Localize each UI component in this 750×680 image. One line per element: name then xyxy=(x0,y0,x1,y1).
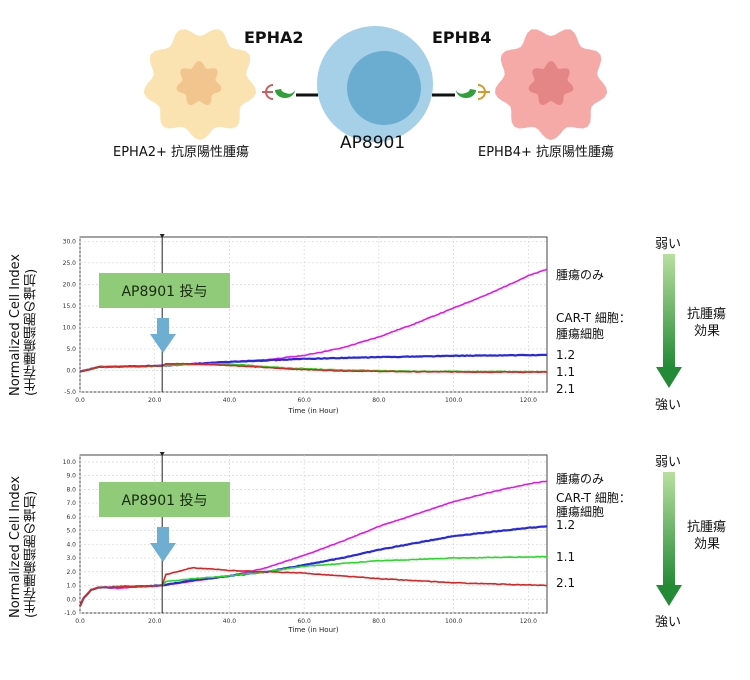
y-tick-label: 0.0 xyxy=(66,367,76,374)
y-tick-label: 15.0 xyxy=(63,303,77,310)
x-tick-label: 60.0 xyxy=(297,618,311,625)
epha2-title: EPHA2 xyxy=(244,28,304,47)
legend-cart-ratio-line2-bottom: 腫瘍細胞 xyxy=(556,505,605,519)
scale-strong-top: 強い xyxy=(655,398,682,413)
y-tick-label: 6.0 xyxy=(66,514,76,521)
dosing-arrow-icon xyxy=(150,527,176,562)
dosing-label-bottom: AP8901 投与 xyxy=(121,493,208,509)
chart-bottom: 0.0 20.0 40.0 60.0 80.0 100.0 120.0-1.00.01.02… xyxy=(63,452,548,634)
scale-strong-bottom: 強い xyxy=(655,615,682,630)
x-tick-label: 0.0 xyxy=(75,397,85,404)
right-tumor-label: EPHB4+ 抗原陽性腫瘍 xyxy=(478,145,615,160)
x-tick-label: 100.0 xyxy=(445,618,462,625)
y-axis-title-top: Normalized Cell Index (生存腫瘍細胞の増加) xyxy=(8,226,40,396)
legend-cart-ratio-line1-top: CAR-T 細胞： xyxy=(556,311,631,325)
y-tick-label: 10.0 xyxy=(63,459,77,466)
effect-scale-bottom xyxy=(656,472,682,606)
effect-arrow-head xyxy=(656,585,682,606)
right-tumor-nucleus xyxy=(528,61,574,105)
x-tick-label: 120.0 xyxy=(520,618,537,625)
scale-weak-top: 弱い xyxy=(655,237,682,252)
legend-ratio-1-1-bottom: 1.1 xyxy=(556,550,576,564)
x-tick-label: 80.0 xyxy=(372,397,386,404)
effect-arrow-shaft xyxy=(663,472,675,586)
y-axis-sublabel: (生存腫瘍細胞の増加) xyxy=(24,490,39,618)
y-axis-label: Normalized Cell Index xyxy=(8,253,23,396)
y-tick-label: 5.0 xyxy=(66,346,76,353)
y-tick-label: 25.0 xyxy=(63,260,77,267)
y-tick-label: 0.0 xyxy=(66,596,76,603)
y-tick-label: 10.0 xyxy=(63,324,77,331)
effect-arrow-head xyxy=(656,367,682,388)
y-tick-label: 7.0 xyxy=(66,500,76,507)
x-tick-label: 0.0 xyxy=(75,618,85,625)
x-tick-label: 80.0 xyxy=(372,618,386,625)
right-binder-icon xyxy=(456,89,476,98)
legend-cart-ratio-line2-top: 腫瘍細胞 xyxy=(556,327,605,341)
y-tick-label: 8.0 xyxy=(66,486,76,493)
tcell-nucleus xyxy=(347,51,421,125)
x-tick-label: 40.0 xyxy=(223,618,237,625)
chart-top: 0.0 20.0 40.0 60.0 80.0 100.0 120.0-5.00.05.01… xyxy=(63,234,548,415)
y-tick-label: 2.0 xyxy=(66,569,76,576)
scale-weak-bottom: 弱い xyxy=(655,455,682,470)
left-tumor-nucleus xyxy=(176,61,222,105)
mechanism-diagram xyxy=(143,26,608,142)
legend-tumor-only-top: 腫瘍のみ xyxy=(556,268,605,282)
effect-arrow-shaft xyxy=(663,254,675,368)
y-tick-label: 1.0 xyxy=(66,583,76,590)
effect-scale-top xyxy=(656,254,682,388)
legend-cart-ratio-line1-bottom: CAR-T 細胞： xyxy=(556,491,631,505)
left-tumor-label: EPHA2+ 抗原陽性腫瘍 xyxy=(113,145,250,160)
scale-effect-line1-bottom: 抗腫瘍 xyxy=(687,520,727,535)
y-axis-title-bottom: Normalized Cell Index (生存腫瘍細胞の増加) xyxy=(8,448,40,618)
y-tick-label: -1.0 xyxy=(64,610,76,617)
y-tick-label: 9.0 xyxy=(66,473,76,480)
x-tick-label: 40.0 xyxy=(223,397,237,404)
y-axis-label: Normalized Cell Index xyxy=(8,475,23,618)
x-tick-label: 60.0 xyxy=(297,397,311,404)
x-axis-label: Time (in Hour) xyxy=(287,407,339,415)
legend-ratio-1-2-bottom: 1.2 xyxy=(556,518,576,532)
dosing-box-top xyxy=(99,273,230,308)
y-tick-label: 3.0 xyxy=(66,555,76,562)
y-axis-sublabel: (生存腫瘍細胞の増加) xyxy=(24,268,39,396)
legend-ratio-2-1-top: 2.1 xyxy=(556,382,576,396)
y-tick-label: -5.0 xyxy=(64,389,76,396)
y-tick-label: 20.0 xyxy=(63,281,77,288)
ap8901-label: AP8901 xyxy=(340,133,406,153)
scale-effect-line2-top: 効果 xyxy=(694,324,721,339)
series-line xyxy=(79,362,548,374)
left-binder-icon xyxy=(275,89,295,98)
legend-ratio-1-1-top: 1.1 xyxy=(556,365,576,379)
dosing-arrow-icon xyxy=(150,318,176,353)
dosing-marker-head xyxy=(159,234,165,238)
dosing-label-top: AP8901 投与 xyxy=(121,284,208,300)
dosing-marker-head xyxy=(159,452,165,456)
x-tick-label: 100.0 xyxy=(445,397,462,404)
x-axis-label: Time (in Hour) xyxy=(287,626,339,634)
scale-effect-line2-bottom: 効果 xyxy=(694,537,721,552)
x-tick-label: 20.0 xyxy=(148,618,162,625)
x-tick-label: 20.0 xyxy=(148,397,162,404)
y-tick-label: 4.0 xyxy=(66,541,76,548)
y-tick-label: 30.0 xyxy=(63,238,77,245)
y-tick-label: 5.0 xyxy=(66,528,76,535)
scale-effect-line1-top: 抗腫瘍 xyxy=(687,307,727,322)
ephb4-title: EPHB4 xyxy=(432,28,492,47)
dosing-box-bottom xyxy=(99,482,230,517)
legend-ratio-1-2-top: 1.2 xyxy=(556,348,576,362)
legend-ratio-2-1-bottom: 2.1 xyxy=(556,576,576,590)
x-tick-label: 120.0 xyxy=(520,397,537,404)
series-line xyxy=(79,566,548,607)
legend-tumor-only-bottom: 腫瘍のみ xyxy=(556,472,605,486)
